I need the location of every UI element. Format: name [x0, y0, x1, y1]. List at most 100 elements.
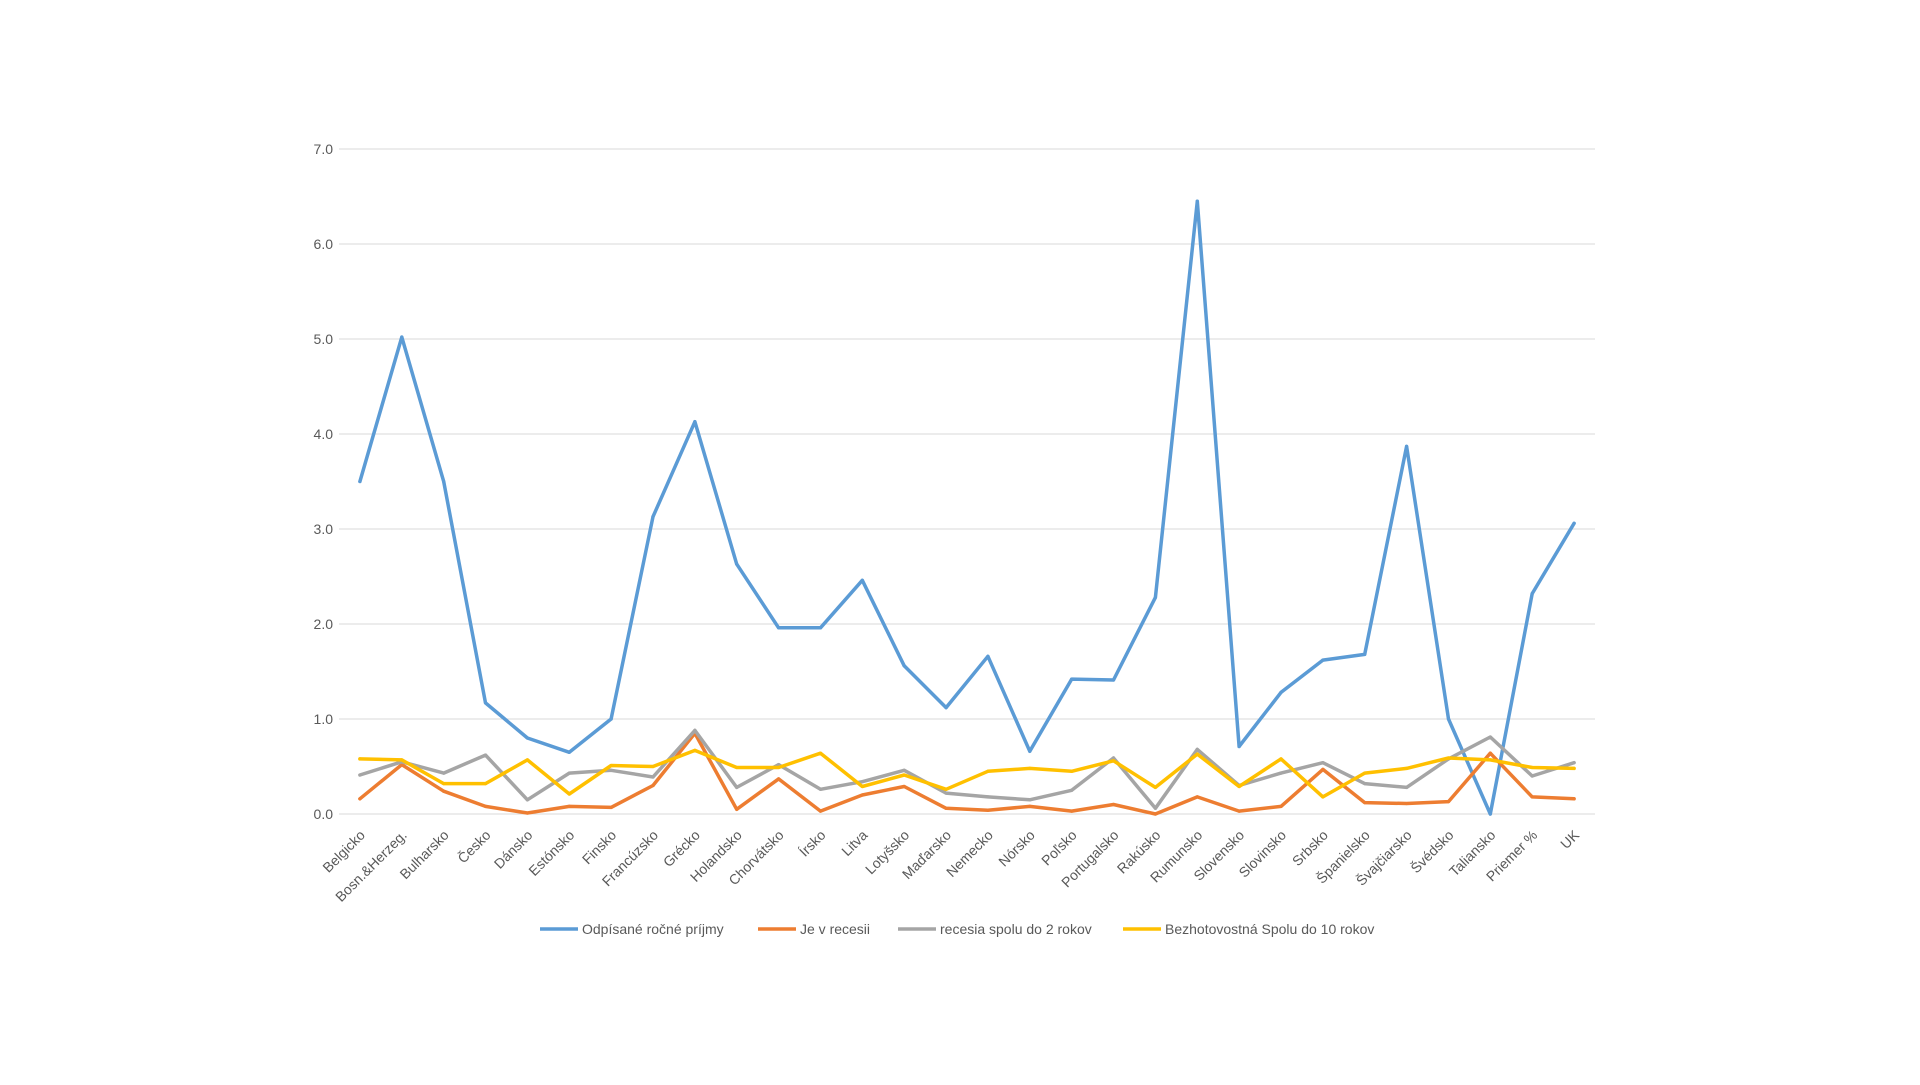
series-line-4 [358, 748, 1576, 799]
data-point [1530, 774, 1534, 778]
data-point [1237, 784, 1241, 789]
data-point [944, 791, 948, 795]
data-point [735, 807, 739, 811]
data-point [1530, 765, 1534, 770]
data-point [1237, 744, 1241, 749]
data-point [944, 706, 948, 710]
data-point [1195, 795, 1199, 799]
data-point [860, 780, 864, 784]
data-point [1279, 804, 1283, 809]
data-point [1153, 785, 1157, 790]
data-point [860, 784, 864, 789]
data-point [358, 479, 362, 484]
data-point [1153, 812, 1157, 816]
data-point [1446, 756, 1451, 760]
data-point [735, 765, 739, 770]
data-point [483, 701, 488, 705]
data-point [651, 515, 655, 519]
data-point [1363, 801, 1367, 805]
data-point [442, 782, 446, 786]
data-point [1572, 797, 1576, 801]
data-point [818, 626, 823, 630]
data-point [1111, 756, 1116, 760]
data-point [1279, 771, 1283, 775]
data-point [1405, 801, 1409, 806]
y-tick-label: 3.0 [314, 521, 334, 537]
data-point [1070, 677, 1074, 681]
data-point [986, 808, 990, 812]
data-point [1363, 771, 1367, 775]
y-tick-label: 2.0 [314, 616, 334, 632]
series-lines [358, 199, 1576, 816]
data-point [944, 787, 948, 791]
y-tick-label: 5.0 [314, 331, 334, 347]
data-point [483, 804, 488, 809]
data-point [1279, 690, 1283, 695]
data-point [777, 765, 781, 770]
x-category-label: Česko [454, 827, 494, 867]
data-point [1488, 758, 1492, 762]
data-point [1530, 592, 1534, 596]
data-point [1446, 717, 1451, 721]
x-category-label: Finsko [579, 827, 620, 868]
data-point [400, 758, 404, 762]
legend-label: Je v recesii [800, 921, 870, 937]
data-point [1488, 751, 1492, 755]
data-point [1405, 766, 1409, 771]
y-tick-label: 7.0 [314, 141, 334, 157]
data-point [1488, 812, 1492, 816]
data-point [442, 789, 446, 793]
data-point [483, 782, 488, 786]
data-point [1321, 795, 1325, 799]
data-point [525, 736, 530, 740]
data-point [1111, 802, 1116, 807]
data-point [693, 420, 697, 424]
data-point [1572, 521, 1576, 525]
legend-label: recesia spolu do 2 rokov [940, 921, 1092, 937]
y-tick-label: 1.0 [314, 711, 334, 727]
x-category-label: Litva [838, 827, 870, 859]
data-point [1321, 761, 1325, 765]
data-point [1363, 782, 1367, 786]
legend-label: Bezhotovostná Spolu do 10 rokov [1165, 921, 1374, 937]
data-point [735, 562, 739, 566]
y-tick-label: 4.0 [314, 426, 334, 442]
data-point [1070, 788, 1074, 792]
data-point [400, 335, 404, 339]
data-point [986, 654, 990, 658]
data-point [567, 750, 571, 754]
data-point [1028, 804, 1032, 809]
x-category-label: Írsko [796, 827, 829, 860]
data-point [525, 811, 530, 815]
data-point [693, 728, 697, 733]
series-line-3 [358, 728, 1576, 811]
data-point [818, 787, 823, 791]
data-point [1111, 678, 1116, 682]
data-point [1153, 806, 1157, 810]
y-tick-label: 0.0 [314, 806, 334, 822]
data-point [693, 748, 697, 752]
series-line-2 [358, 731, 1576, 816]
data-point [818, 809, 823, 813]
data-point [818, 751, 823, 755]
data-point [1446, 800, 1451, 804]
x-category-label: Nemecko [943, 827, 996, 880]
data-point [986, 769, 990, 773]
data-point [525, 798, 530, 802]
data-point [609, 768, 613, 772]
data-point [483, 753, 488, 757]
data-point [609, 717, 613, 721]
x-category-label: UK [1557, 826, 1583, 852]
data-point [525, 758, 530, 762]
data-point [567, 771, 571, 775]
data-point [986, 795, 990, 799]
x-category-label: Nórsko [995, 827, 1038, 870]
data-point [651, 783, 655, 788]
y-tick-label: 6.0 [314, 236, 334, 252]
data-point [777, 777, 781, 781]
data-point [567, 804, 571, 809]
data-point [358, 757, 362, 761]
